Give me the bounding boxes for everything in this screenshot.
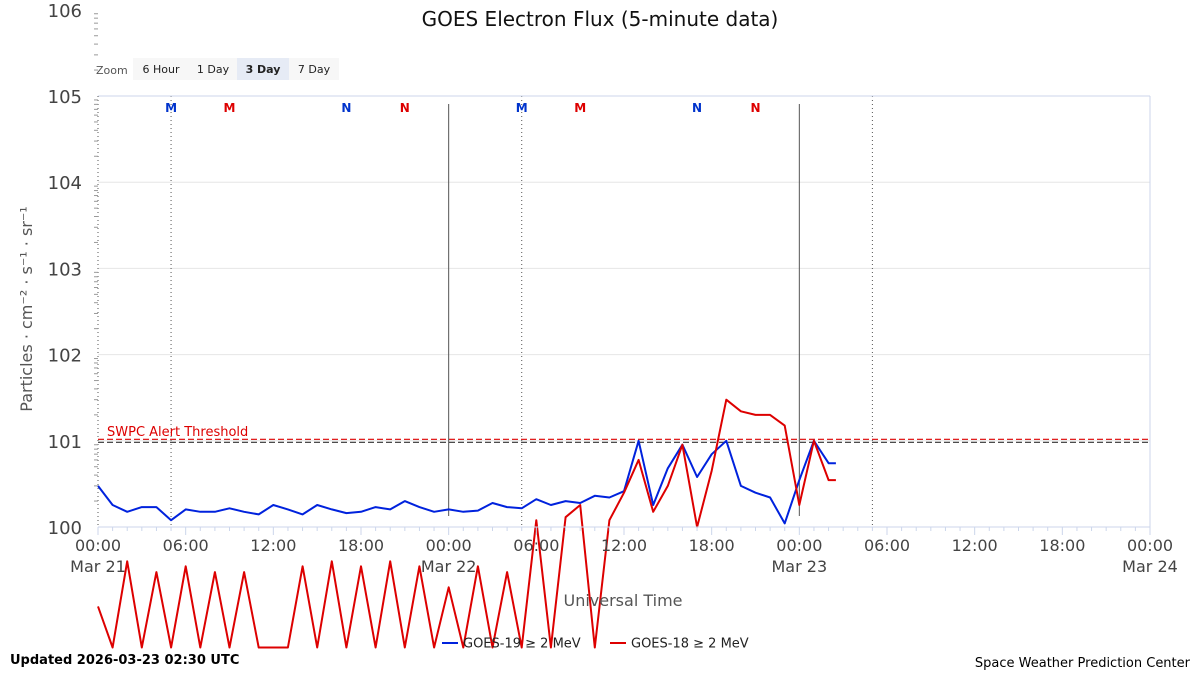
x-tick-label: 18:00 xyxy=(338,536,384,555)
zoom-label: Zoom xyxy=(96,64,128,77)
x-tick-label: 00:00 xyxy=(1127,536,1173,555)
chart-title: GOES Electron Flux (5-minute data) xyxy=(422,7,779,31)
y-tick-label: 106 xyxy=(48,1,82,22)
x-tick-label: 06:00 xyxy=(864,536,910,555)
x-tick-label: 12:00 xyxy=(952,536,998,555)
marker-m: M xyxy=(165,101,177,115)
x-tick-label: 12:00 xyxy=(250,536,296,555)
y-tick-label: 105 xyxy=(48,87,82,108)
marker-n: N xyxy=(692,101,702,115)
x-tick-date-label: Mar 24 xyxy=(1122,557,1178,576)
updated-timestamp: Updated 2026-03-23 02:30 UTC xyxy=(10,653,240,668)
x-tick-label: 00:00 xyxy=(776,536,822,555)
zoom-button-6-hour[interactable]: 6 Hour xyxy=(143,63,180,76)
x-tick-date-label: Mar 22 xyxy=(421,557,477,576)
zoom-button-bg xyxy=(237,58,289,80)
zoom-button-1-day[interactable]: 1 Day xyxy=(197,63,230,76)
marker-m: M xyxy=(516,101,528,115)
alert-threshold: SWPC Alert Threshold xyxy=(98,425,1150,443)
series-line-goes19 xyxy=(97,439,836,525)
zoom-control: Zoom 6 Hour 1 Day 3 Day 7 Day xyxy=(96,58,339,80)
legend-item-goes19[interactable]: GOES-19 ≥ 2 MeV xyxy=(463,637,581,652)
x-tick-label: 00:00 xyxy=(426,536,472,555)
y-tick-label: 104 xyxy=(48,173,82,194)
marker-m: M xyxy=(574,101,586,115)
x-tick-label: 06:00 xyxy=(163,536,209,555)
legend-item-goes18[interactable]: GOES-18 ≥ 2 MeV xyxy=(631,637,749,652)
x-axis-label: Universal Time xyxy=(563,591,682,610)
marker-n: N xyxy=(400,101,410,115)
marker-m: M xyxy=(224,101,236,115)
y-tick-label: 102 xyxy=(48,346,82,367)
marker-n: N xyxy=(341,101,351,115)
zoom-button-3-day[interactable]: 3 Day xyxy=(246,63,281,76)
series-line-goes18 xyxy=(97,398,836,649)
y-tick-label: 101 xyxy=(48,432,82,453)
x-tick-label: 12:00 xyxy=(601,536,647,555)
plot-area xyxy=(98,96,1150,527)
y-axis-label: Particles · cm⁻² · s⁻¹ · sr⁻¹ xyxy=(17,206,36,411)
y-tick-label: 103 xyxy=(48,259,82,280)
threshold-label: SWPC Alert Threshold xyxy=(107,425,248,440)
marker-n: N xyxy=(750,101,760,115)
x-tick-label: 06:00 xyxy=(513,536,559,555)
x-tick-label: 18:00 xyxy=(1039,536,1085,555)
reference-lines xyxy=(170,96,873,527)
x-tick-date-label: Mar 23 xyxy=(772,557,828,576)
zoom-button-bg xyxy=(133,58,189,80)
zoom-button-bg xyxy=(189,58,237,80)
x-tick-date-label: Mar 21 xyxy=(70,557,126,576)
x-tick-label: 18:00 xyxy=(689,536,735,555)
x-tick-label: 00:00 xyxy=(75,536,121,555)
legend[interactable]: GOES-19 ≥ 2 MeV GOES-18 ≥ 2 MeV xyxy=(442,637,749,652)
credit-text: Space Weather Prediction Center xyxy=(974,656,1190,671)
y-tick-label: 100 xyxy=(48,518,82,539)
zoom-button-7-day[interactable]: 7 Day xyxy=(298,63,331,76)
series-group xyxy=(97,398,836,649)
zoom-button-bg xyxy=(289,58,339,80)
